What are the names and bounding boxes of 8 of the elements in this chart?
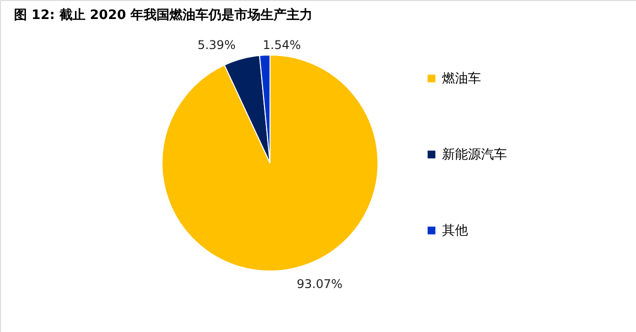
legend-label: 新能源汽车 bbox=[442, 148, 507, 162]
pie-slice bbox=[162, 54, 378, 272]
data-label: 93.07% bbox=[296, 277, 343, 292]
legend-label: 燃油车 bbox=[442, 72, 481, 86]
data-label: 5.39% bbox=[197, 38, 236, 52]
chart-title: 图 12: 截止 2020 年我国燃油车仍是市场生产主力 bbox=[14, 7, 313, 23]
data-label: 1.54% bbox=[262, 38, 301, 52]
legend-label: 其他 bbox=[442, 224, 468, 238]
